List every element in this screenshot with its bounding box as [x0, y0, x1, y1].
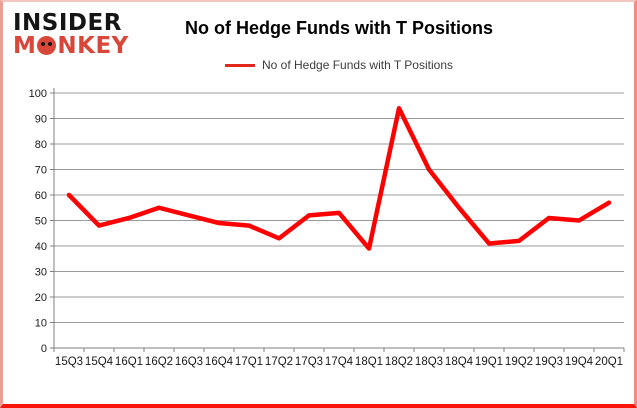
logo-text-monkey: M NKEY — [13, 33, 129, 60]
page-title: No of Hedge Funds with T Positions — [185, 18, 493, 38]
y-axis-label: 20 — [35, 292, 47, 304]
y-axis-label: 70 — [35, 165, 47, 177]
x-axis-label: 16Q3 — [175, 356, 203, 368]
y-axis-label: 80 — [35, 139, 47, 151]
series-line — [66, 106, 612, 251]
y-axis-label: 40 — [35, 241, 47, 253]
y-axis-label: 50 — [35, 216, 47, 228]
x-axis-label: 18Q2 — [385, 356, 413, 368]
x-axis-label: 15Q3 — [55, 356, 83, 368]
chart-legend: No of Hedge Funds with T Positions — [54, 58, 624, 72]
x-axis-label: 19Q3 — [535, 356, 563, 368]
x-axis-label: 20Q1 — [595, 356, 623, 368]
x-axis-label: 15Q4 — [85, 356, 114, 368]
x-axis-label: 19Q2 — [505, 356, 533, 368]
insider-monkey-logo: INSIDER M NKEY — [13, 10, 133, 60]
monkey-face-icon — [37, 36, 57, 56]
y-axis-label: 10 — [35, 318, 47, 330]
legend-label: No of Hedge Funds with T Positions — [262, 58, 453, 72]
legend-line-swatch — [225, 63, 255, 67]
x-axis-label: 16Q2 — [145, 356, 173, 368]
x-axis-label: 18Q1 — [355, 356, 383, 368]
x-axis-label: 17Q1 — [235, 356, 263, 368]
x-axis-label: 19Q1 — [475, 356, 503, 368]
x-axis-label: 17Q3 — [295, 356, 323, 368]
y-axis-label: 100 — [29, 88, 47, 100]
y-axis-label: 60 — [35, 190, 47, 202]
x-axis-label: 16Q1 — [115, 356, 143, 368]
x-axis-label: 18Q3 — [415, 356, 443, 368]
x-axis-label: 19Q4 — [565, 356, 594, 368]
x-axis-label: 17Q4 — [325, 356, 354, 368]
logo-text-insider: INSIDER — [13, 10, 122, 36]
y-axis-label: 0 — [41, 343, 47, 355]
x-axis-label: 17Q2 — [265, 356, 293, 368]
x-axis-label: 18Q4 — [445, 356, 474, 368]
x-axis-label: 16Q4 — [205, 356, 234, 368]
y-axis-label: 90 — [35, 114, 47, 126]
y-axis-label: 30 — [35, 267, 47, 279]
